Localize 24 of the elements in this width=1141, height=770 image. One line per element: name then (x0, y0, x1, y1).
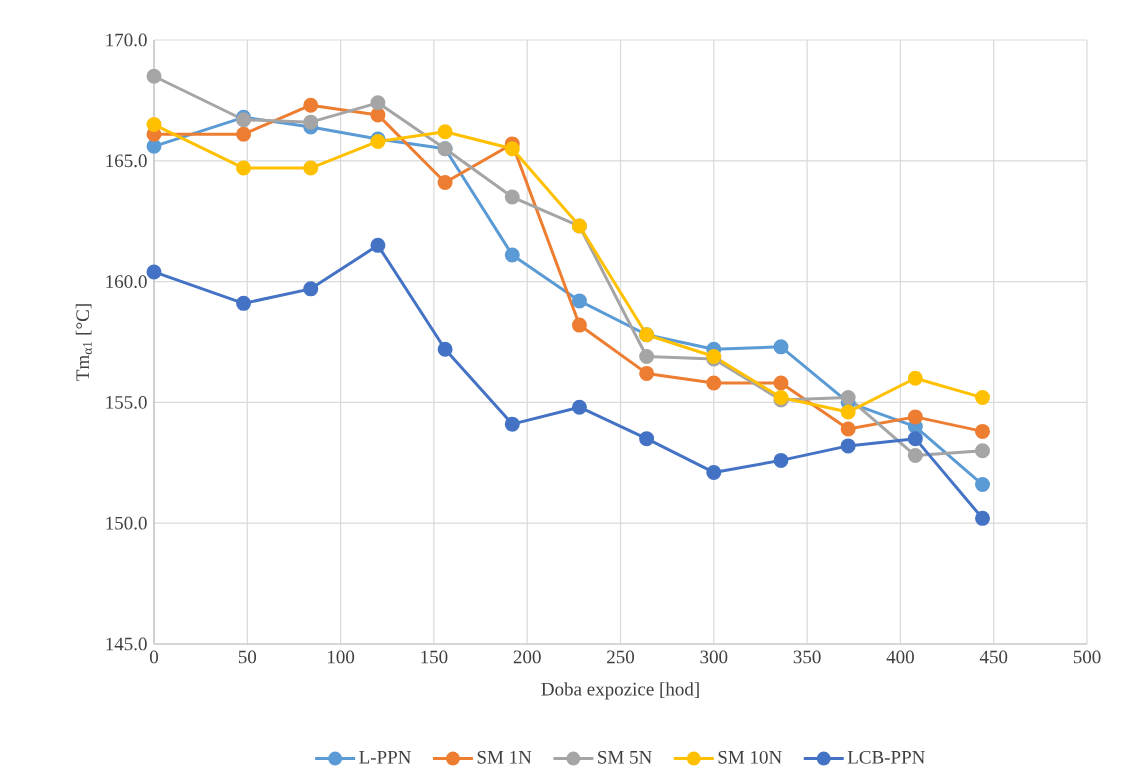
x-axis-title: Doba expozice [hod] (541, 682, 699, 700)
legend-label: SM 5N (598, 750, 652, 764)
y-tick-label: 160.0 (106, 274, 147, 288)
legend-label: L-PPN (359, 750, 411, 764)
y-tick-label: 155.0 (106, 395, 147, 409)
y-tick-label: 170.0 (106, 33, 147, 47)
y-tick-label: 145.0 (106, 637, 147, 651)
y-tick-label: 150.0 (106, 516, 147, 530)
x-tick-label: 50 (238, 650, 257, 664)
x-tick-label: 200 (513, 650, 541, 664)
legend-label: SM 1N (477, 750, 532, 764)
legend-label: LCB-PPN (847, 750, 925, 764)
legend-label: SM 10N (718, 750, 782, 764)
y-axis-title: Tm$_{α1}$ [°C] (75, 304, 92, 381)
y-tick-label: 165.0 (106, 154, 147, 168)
x-tick-label: 250 (607, 650, 635, 664)
x-tick-label: 150 (421, 650, 448, 664)
x-tick-label: 450 (979, 650, 1008, 664)
x-tick-label: 100 (328, 650, 355, 664)
x-tick-label: 0 (149, 650, 159, 664)
x-tick-label: 300 (700, 650, 728, 664)
x-tick-label: 400 (886, 650, 914, 664)
x-tick-label: 350 (793, 650, 821, 664)
x-tick-label: 500 (1073, 650, 1101, 664)
